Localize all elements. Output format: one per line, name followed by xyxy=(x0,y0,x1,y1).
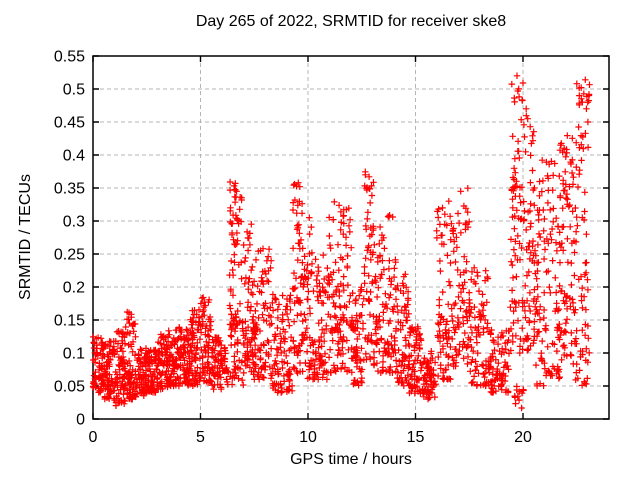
x-axis-label: GPS time / hours xyxy=(290,451,412,468)
x-tick-label: 15 xyxy=(407,429,425,446)
x-tick-label: 10 xyxy=(299,429,317,446)
y-tick-label: 0.45 xyxy=(54,115,85,132)
y-tick-label: 0.25 xyxy=(54,247,85,264)
y-tick-label: 0.5 xyxy=(63,82,85,99)
y-tick-label: 0.2 xyxy=(63,280,85,297)
y-tick-label: 0.55 xyxy=(54,49,85,66)
chart-title: Day 265 of 2022, SRMTID for receiver ske… xyxy=(195,13,507,30)
y-tick-label: 0.1 xyxy=(63,346,85,363)
x-tick-label: 0 xyxy=(89,429,98,446)
x-tick-label: 20 xyxy=(514,429,532,446)
y-tick-label: 0 xyxy=(76,412,85,429)
plot-border xyxy=(92,55,610,420)
y-tick-label: 0.35 xyxy=(54,181,85,198)
y-tick-label: 0.4 xyxy=(63,148,85,165)
y-tick-label: 0.05 xyxy=(54,379,85,396)
scatter-points xyxy=(89,72,593,412)
y-tick-label: 0.3 xyxy=(63,214,85,231)
x-tick-label: 5 xyxy=(196,429,205,446)
y-tick-label: 0.15 xyxy=(54,313,85,330)
